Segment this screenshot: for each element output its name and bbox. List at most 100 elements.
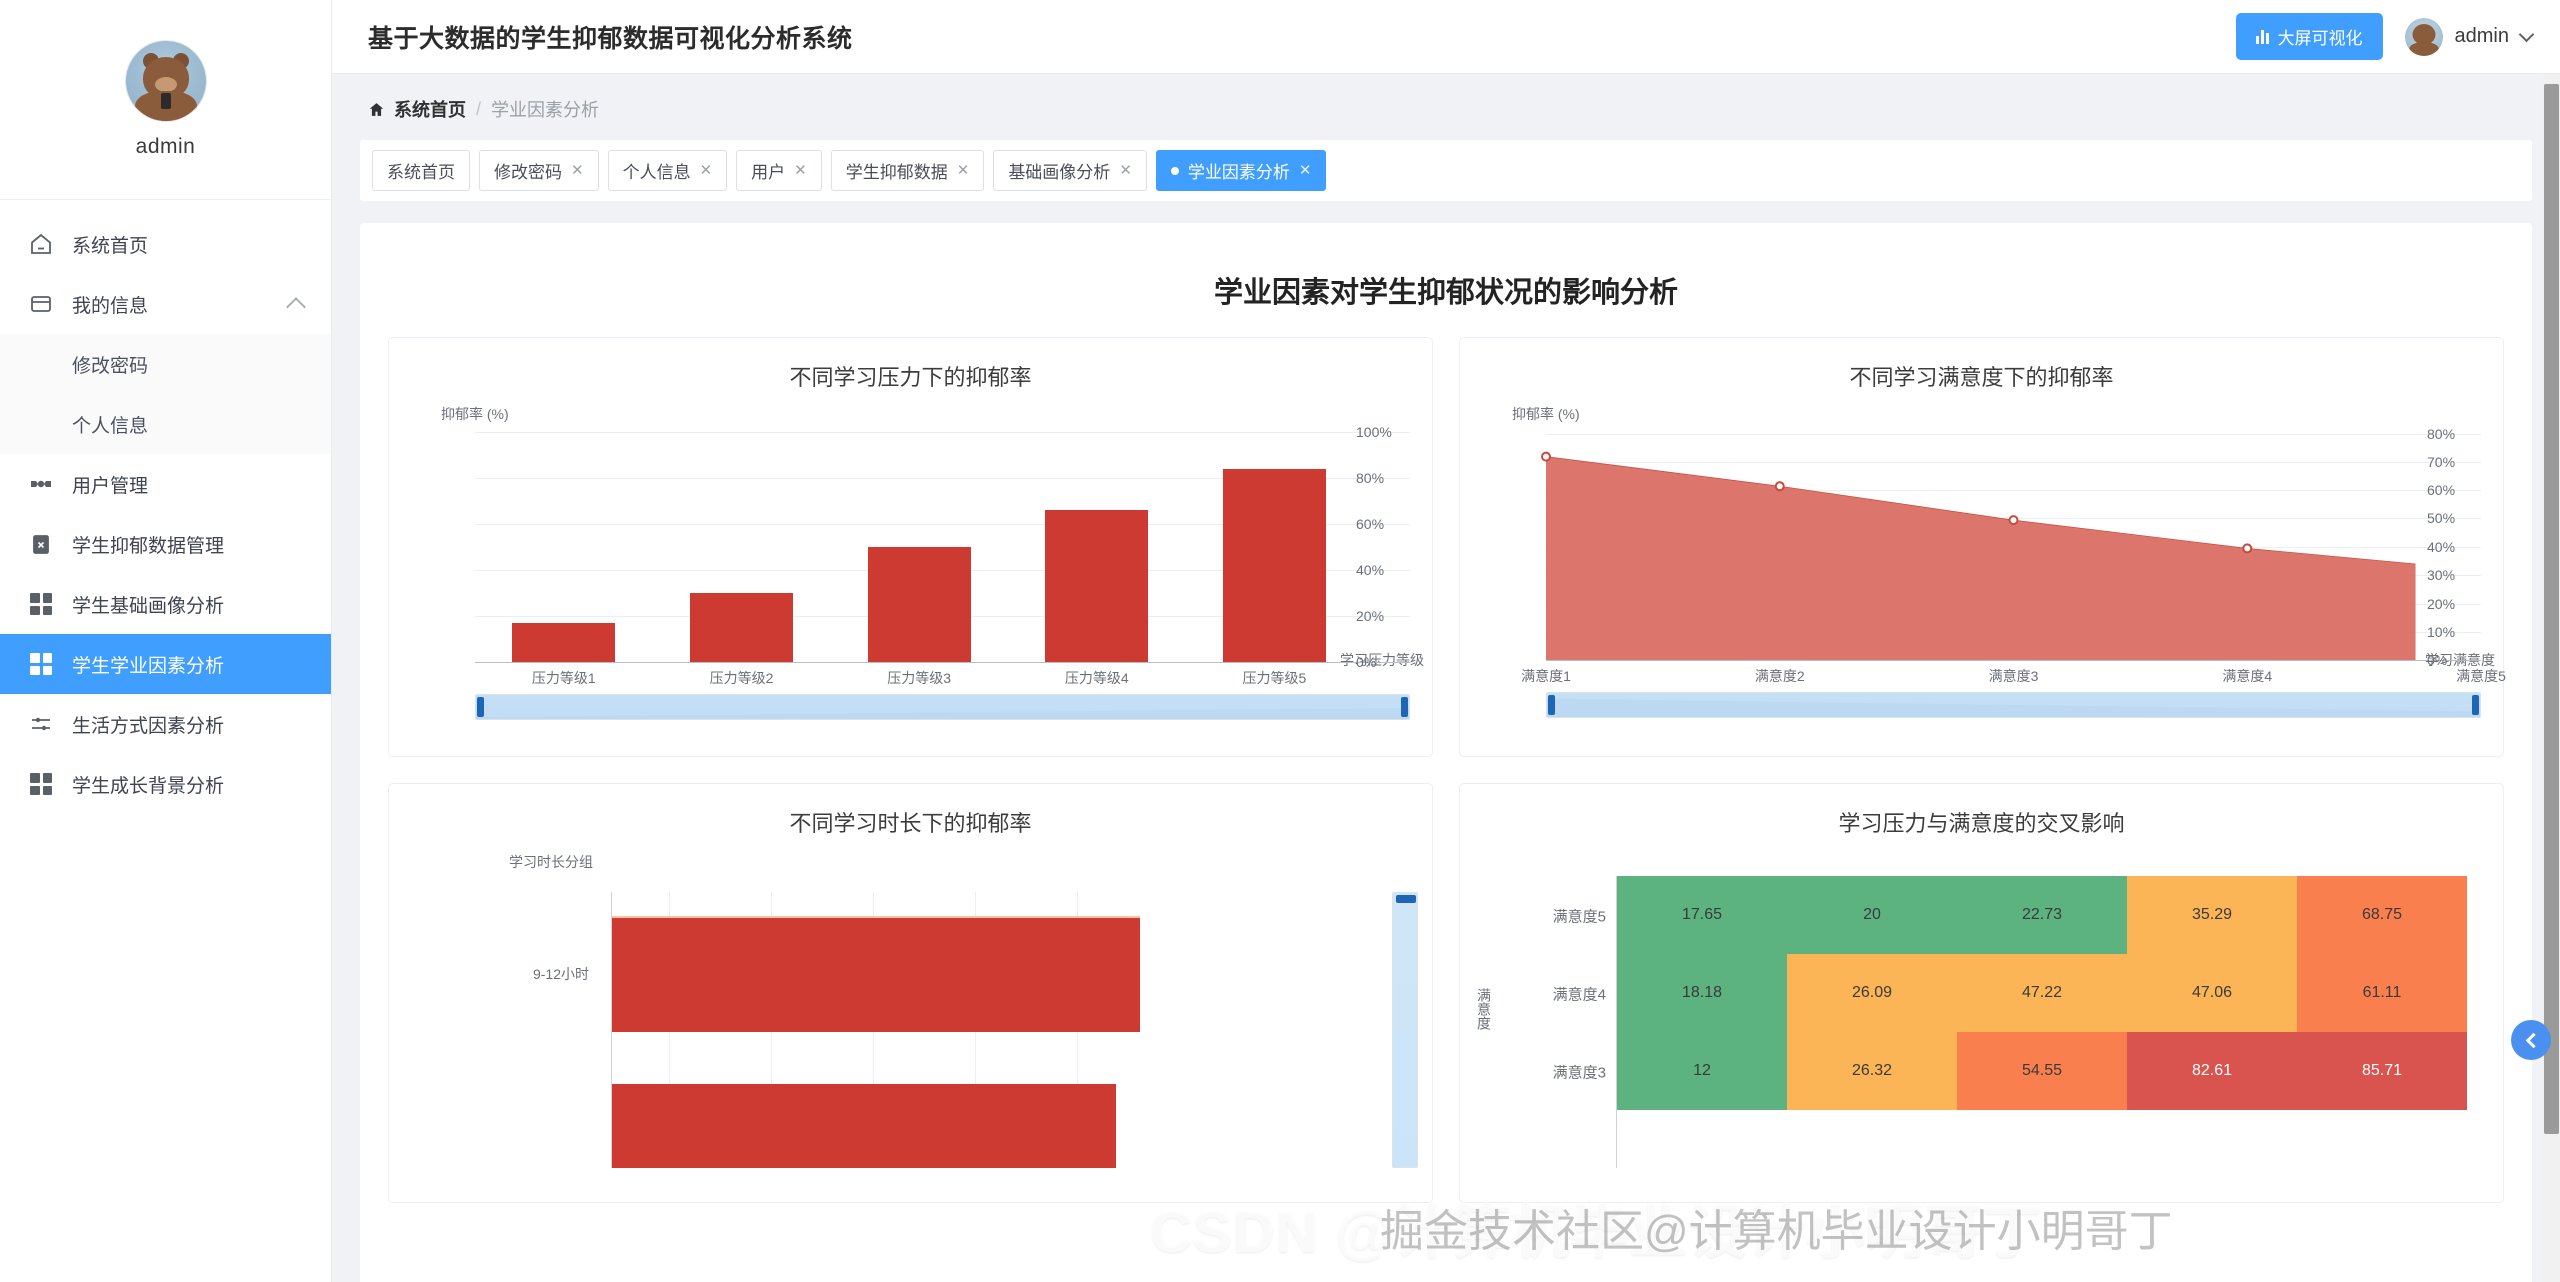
sidebar-item-growth-background-analysis[interactable]: 学生成长背景分析: [0, 754, 331, 814]
main-region: 基于大数据的学生抑郁数据可视化分析系统 大屏可视化 admin 系统首页: [332, 0, 2560, 1282]
heatmap-cell[interactable]: 22.73: [1957, 876, 2127, 954]
content-panel: 学业因素对学生抑郁状况的影响分析 不同学习压力下的抑郁率 抑郁率 (%) 学习压…: [360, 223, 2532, 1282]
chart-title: 不同学习时长下的抑郁率: [789, 811, 1032, 836]
heatmap-cell[interactable]: 47.22: [1957, 954, 2127, 1032]
tab-label: 学生抑郁数据: [845, 163, 948, 182]
x-tick: 压力等级4: [1064, 670, 1129, 686]
big-screen-button-label: 大屏可视化: [2277, 29, 2363, 48]
data-zoom-handle-right[interactable]: [2472, 695, 2479, 715]
y-tick: 80%: [2427, 426, 2456, 442]
heatmap-cell[interactable]: 82.61: [2127, 1032, 2297, 1110]
y-axis-name: 满意度: [1476, 988, 1492, 1030]
heatmap-cell[interactable]: 68.75: [2297, 876, 2467, 954]
heatmap-cell[interactable]: 85.71: [2297, 1032, 2467, 1110]
y-axis-name: 抑郁率 (%): [1512, 406, 1580, 422]
bar[interactable]: [867, 547, 971, 662]
heatmap-cell[interactable]: 54.55: [1957, 1032, 2127, 1110]
heatmap-cell[interactable]: 17.65: [1617, 876, 1787, 954]
tab-depression-data[interactable]: 学生抑郁数据 ✕: [830, 150, 985, 191]
sidebar-item-academic-factor-analysis[interactable]: 学生学业因素分析: [0, 634, 331, 694]
bar[interactable]: [1045, 510, 1149, 662]
sidebar: admin 系统首页 我的信息: [0, 0, 332, 1282]
data-zoom-slider[interactable]: [1546, 692, 2481, 718]
tab-change-password[interactable]: 修改密码 ✕: [479, 150, 599, 191]
sidebar-item-profile[interactable]: 个人信息: [0, 394, 331, 454]
avatar-icon: [2404, 17, 2443, 56]
y-tick: 40%: [1356, 562, 1385, 578]
tab-label: 个人信息: [622, 163, 691, 182]
data-zoom-handle-right[interactable]: [1401, 697, 1408, 717]
sliders-icon: [28, 711, 54, 737]
breadcrumb-current: 学业因素分析: [491, 100, 600, 120]
y-tick: 60%: [1356, 516, 1385, 532]
sidebar-item-lifestyle-factor-analysis[interactable]: 生活方式因素分析: [0, 694, 331, 754]
user-menu[interactable]: admin: [2404, 17, 2535, 56]
tab-academic-factor-analysis[interactable]: 学业因素分析 ✕: [1155, 150, 1327, 191]
data-zoom-slider-vertical[interactable]: [1392, 892, 1418, 1168]
bar[interactable]: [512, 622, 616, 662]
scrollbar-thumb[interactable]: [2544, 84, 2559, 1134]
big-screen-visualization-button[interactable]: 大屏可视化: [2235, 13, 2383, 60]
bar[interactable]: [612, 1084, 1116, 1168]
user-name: admin: [2454, 25, 2509, 47]
app-title: 基于大数据的学生抑郁数据可视化分析系统: [368, 24, 853, 53]
heatmap-cell[interactable]: 12: [1617, 1032, 1787, 1110]
y-axis-name: 学习时长分组: [509, 854, 593, 870]
sidebar-item-basic-profile-analysis[interactable]: 学生基础画像分析: [0, 574, 331, 634]
area-markers: [1541, 451, 2253, 554]
y-tick: 100%: [1356, 424, 1392, 440]
heatmap-cell[interactable]: 26.32: [1787, 1032, 1957, 1110]
vertical-scrollbar[interactable]: [2543, 74, 2560, 1282]
data-zoom-handle-top[interactable]: [1396, 895, 1416, 903]
sidebar-item-my-info[interactable]: 我的信息: [0, 274, 331, 334]
y-tick: 70%: [2427, 454, 2456, 470]
chart-card-study-hours: 不同学习时长下的抑郁率 学习时长分组 9-12小时: [388, 783, 1433, 1203]
close-icon[interactable]: ✕: [571, 162, 584, 179]
data-zoom-handle-left[interactable]: [477, 697, 484, 717]
sidebar-item-change-password[interactable]: 修改密码: [0, 334, 331, 394]
heatmap-cell[interactable]: 61.11: [2297, 954, 2467, 1032]
bar[interactable]: [690, 593, 793, 662]
charts-grid: 不同学习压力下的抑郁率 抑郁率 (%) 学习压力等级 0% 20% 40: [388, 337, 2506, 1203]
heatmap-cell[interactable]: 26.09: [1787, 954, 1957, 1032]
breadcrumb-home[interactable]: 系统首页: [368, 96, 466, 122]
tab-basic-profile-analysis[interactable]: 基础画像分析 ✕: [993, 150, 1147, 191]
close-icon[interactable]: ✕: [1298, 162, 1312, 179]
bars-layer: [475, 432, 1410, 662]
sidebar-item-home[interactable]: 系统首页: [0, 214, 331, 274]
close-icon[interactable]: ✕: [794, 162, 807, 179]
tab-home[interactable]: 系统首页: [372, 150, 470, 191]
x-axis-name: 学习压力等级: [1340, 652, 1424, 668]
breadcrumb-separator: /: [476, 98, 482, 119]
tab-label: 学业因素分析: [1187, 163, 1290, 182]
collapse-panel-button[interactable]: [2511, 1020, 2551, 1060]
bar[interactable]: [1223, 468, 1326, 662]
tab-user[interactable]: 用户 ✕: [736, 150, 822, 191]
heatmap-cell[interactable]: 47.06: [2127, 954, 2297, 1032]
sidebar-item-label: 学生抑郁数据管理: [72, 535, 225, 557]
sidebar-item-label: 用户管理: [72, 475, 149, 497]
heatmap-cell[interactable]: 18.18: [1617, 954, 1787, 1032]
sidebar-item-depression-data[interactable]: 学生抑郁数据管理: [0, 514, 331, 574]
sidebar-item-label: 学生基础画像分析: [72, 595, 225, 617]
chart-plot-area: 抑郁率 (%) 学习满意度 0% 10% 20%: [1460, 392, 2506, 722]
y-tick: 满意度5: [1552, 908, 1606, 926]
tab-profile[interactable]: 个人信息 ✕: [607, 150, 728, 191]
chart-card-cross-impact: 学习压力与满意度的交叉影响 满意度 满意度5 满意度4 满意度3 17.65 2…: [1459, 783, 2504, 1203]
heatmap-cell[interactable]: 20: [1787, 876, 1957, 954]
heatmap-cell[interactable]: 35.29: [2127, 876, 2297, 954]
sidebar-menu: 系统首页 我的信息 修改密码 个人信息: [0, 200, 331, 814]
home-icon: [368, 101, 385, 118]
close-icon[interactable]: ✕: [1119, 162, 1132, 179]
close-icon[interactable]: ✕: [699, 162, 713, 179]
close-icon[interactable]: ✕: [956, 162, 970, 179]
y-tick: 满意度3: [1552, 1064, 1606, 1082]
x-tick: 压力等级1: [531, 670, 596, 686]
data-zoom-slider[interactable]: [475, 694, 1410, 720]
top-bar: 基于大数据的学生抑郁数据可视化分析系统 大屏可视化 admin: [332, 0, 2560, 74]
heatmap-grid: 17.65 20 22.73 35.29 68.75 18.18 26.09 4…: [1617, 876, 2467, 1110]
data-zoom-handle-left[interactable]: [1548, 695, 1555, 715]
sidebar-item-user-management[interactable]: 用户管理: [0, 454, 331, 514]
bar[interactable]: [612, 916, 1140, 1032]
